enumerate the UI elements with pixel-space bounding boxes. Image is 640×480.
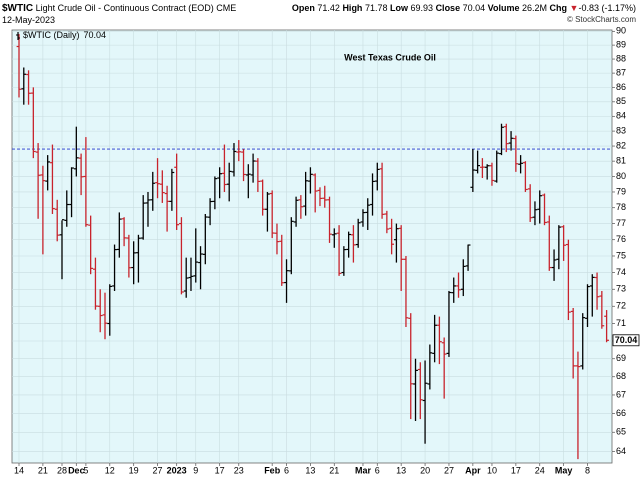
x-tick-label: Dec <box>68 465 85 475</box>
stat-label: Close <box>435 3 461 13</box>
x-tick-label: 14 <box>14 465 24 475</box>
y-tick-label: 65 <box>616 427 626 437</box>
x-tick-label: Mar <box>355 465 372 475</box>
x-tick-label: 9 <box>193 465 198 475</box>
stats-row: Open 71.42 High 71.78 Low 69.93 Close 70… <box>292 3 636 13</box>
y-tick-label: 68 <box>616 371 626 381</box>
legend-name: $WTIC (Daily) <box>23 30 80 40</box>
x-tick-label: 2023 <box>167 465 187 475</box>
x-tick-label: 28 <box>57 465 67 475</box>
y-tick-label: 64 <box>616 446 626 456</box>
y-tick-label: 72 <box>616 301 626 311</box>
x-tick-label: 27 <box>153 465 163 475</box>
y-tick-label: 66 <box>616 408 626 418</box>
y-tick-label: 77 <box>616 218 626 228</box>
stat-value: -0.83 (-1.17%) <box>578 3 636 13</box>
annotation: West Texas Crude Oil <box>344 52 436 62</box>
y-tick-label: 82 <box>616 140 626 150</box>
title-row: $WTIC Light Crude Oil - Continuous Contr… <box>2 3 236 14</box>
last-value-box <box>612 334 640 347</box>
x-tick-label: 17 <box>215 465 225 475</box>
x-tick-label: 24 <box>535 465 545 475</box>
y-tick-label: 67 <box>616 389 626 399</box>
stat-label: Chg <box>549 3 568 13</box>
x-tick-label: 21 <box>38 465 48 475</box>
x-tick-label: 5 <box>83 465 88 475</box>
x-tick-label: 8 <box>585 465 590 475</box>
y-tick-label: 81 <box>616 156 626 166</box>
y-tick-label: 71 <box>616 318 626 328</box>
x-tick-label: 23 <box>234 465 244 475</box>
stat-value: 69.93 <box>410 3 434 13</box>
y-tick-label: 89 <box>616 40 626 50</box>
date: 12-May-2023 <box>2 15 56 25</box>
y-tick-label: 84 <box>616 111 626 121</box>
x-tick-label: 17 <box>511 465 521 475</box>
x-tick-label: 27 <box>444 465 454 475</box>
x-tick-label: Feb <box>264 465 281 475</box>
y-tick-label: 86 <box>616 82 626 92</box>
x-tick-label: 12 <box>105 465 115 475</box>
x-tick-label: 13 <box>305 465 315 475</box>
y-tick-label: 75 <box>616 250 626 260</box>
stat-label: Volume <box>487 3 520 13</box>
y-tick-label: 73 <box>616 284 626 294</box>
x-tick-label: 21 <box>329 465 339 475</box>
x-tick-label: May <box>555 465 573 475</box>
y-tick-label: 85 <box>616 96 626 106</box>
legend-label: $WTIC (Daily) 70.04 <box>23 30 106 40</box>
x-tick-label: 13 <box>396 465 406 475</box>
y-tick-label: 69 <box>616 353 626 363</box>
stat-label: High <box>342 3 363 13</box>
y-tick-label: 78 <box>616 202 626 212</box>
stat-value: 71.42 <box>317 3 340 13</box>
y-tick-label: 83 <box>616 125 626 135</box>
y-tick-label: 87 <box>616 68 626 78</box>
y-tick-label: 79 <box>616 186 626 196</box>
y-tick-label: 80 <box>616 171 626 181</box>
x-tick-label: 10 <box>487 465 497 475</box>
stat-label: Low <box>390 3 408 13</box>
x-tick-label: 6 <box>375 465 380 475</box>
x-tick-label: 20 <box>420 465 430 475</box>
x-tick-label: 19 <box>129 465 139 475</box>
symbol: $WTIC <box>2 3 34 14</box>
last-value-label: 70.04 <box>615 335 638 345</box>
x-tick-label: 6 <box>284 465 289 475</box>
instrument-name: Light Crude Oil - Continuous Contract (E… <box>35 3 214 13</box>
y-tick-label: 90 <box>616 26 626 36</box>
stat-value: 71.78 <box>364 3 388 13</box>
plot-background <box>11 29 613 464</box>
y-tick-label: 74 <box>616 267 626 277</box>
stat-value: 70.04 <box>462 3 486 13</box>
x-tick-label: Apr <box>465 465 481 475</box>
watermark: © StockCharts.com <box>566 15 636 24</box>
y-tick-label: 88 <box>616 53 626 63</box>
y-tick-label: 76 <box>616 234 626 244</box>
stat-label: Open <box>291 3 315 13</box>
exchange: CME <box>216 3 237 13</box>
stat-value: 26.2M <box>522 3 548 13</box>
down-arrow: ▼ <box>569 3 579 13</box>
legend-value: 70.04 <box>84 30 107 40</box>
